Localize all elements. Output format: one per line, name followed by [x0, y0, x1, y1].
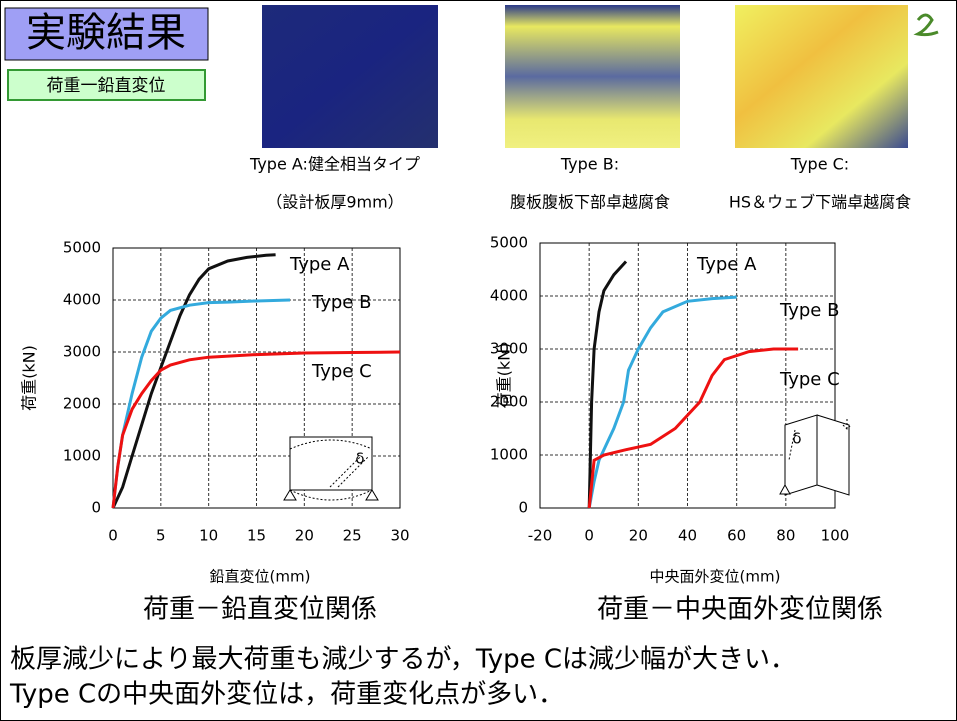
image-a	[262, 5, 438, 148]
image-caption: （設計板厚9mm）	[266, 193, 403, 212]
y-tick-label: 5000	[63, 239, 101, 257]
conclusion-line: Type Cの中央面外変位は，荷重変化点が多い．	[9, 680, 564, 710]
x-tick-label: 25	[343, 527, 362, 545]
x-axis-label: 鉛直変位(mm)	[210, 568, 311, 586]
y-tick-label: 1000	[490, 446, 528, 464]
image-caption: Type A:健全相当タイプ	[249, 155, 420, 174]
slide: 実験結果 荷重一鉛直変位 Type A:健全相当タイプ （設計板厚9mm） Type…	[0, 0, 957, 721]
y-axis-label: 荷重(kN)	[495, 343, 514, 409]
y-axis-label: 荷重(kN)	[20, 345, 39, 411]
conclusion-line: 板厚減少により最大荷重も減少するが，Type Cは減少幅が大きい．	[10, 645, 796, 675]
subtitle: 荷重一鉛直変位	[47, 76, 166, 96]
y-tick-label: 3000	[63, 343, 101, 361]
y-tick-label: 0	[518, 499, 528, 517]
inset-label: δ	[792, 430, 801, 448]
x-tick-label: 100	[821, 527, 850, 545]
x-tick-label: 40	[678, 527, 697, 545]
x-tick-label: -20	[528, 527, 553, 545]
y-tick-label: 4000	[490, 287, 528, 305]
series-label: Type C	[311, 361, 372, 382]
series-label: Type C	[779, 369, 840, 390]
image-caption: 腹板腹板下部卓越腐食	[510, 193, 670, 212]
inset-label: δ	[355, 450, 364, 468]
page: 実験結果 荷重一鉛直変位 Type A:健全相当タイプ （設計板厚9mm） Type…	[0, 0, 957, 721]
x-tick-label: 30	[390, 527, 409, 545]
chart-caption: 荷重－鉛直変位関係	[143, 595, 377, 625]
y-tick-label: 4000	[63, 291, 101, 309]
series-label: Type A	[696, 254, 757, 275]
inset-shape	[785, 415, 849, 495]
series-label: Type B	[779, 300, 839, 321]
x-tick-label: 5	[156, 527, 166, 545]
image-caption: Type B:	[560, 155, 619, 174]
y-tick-label: 5000	[490, 234, 528, 252]
x-tick-label: 0	[108, 527, 118, 545]
series-label: Type B	[311, 292, 371, 313]
x-tick-label: 0	[584, 527, 594, 545]
x-tick-label: 20	[629, 527, 648, 545]
image-caption: HS＆ウェブ下端卓越腐食	[729, 193, 911, 212]
x-axis-label: 中央面外変位(mm)	[650, 568, 781, 586]
image-c	[735, 5, 908, 148]
image-b	[505, 5, 680, 148]
x-tick-label: 10	[199, 527, 218, 545]
y-tick-label: 2000	[63, 395, 101, 413]
series-label: Type A	[289, 254, 350, 275]
chart-caption: 荷重－中央面外変位関係	[597, 595, 883, 625]
x-tick-label: 60	[727, 527, 746, 545]
x-tick-label: 15	[247, 527, 266, 545]
y-tick-label: 0	[91, 499, 101, 517]
title: 実験結果	[26, 10, 186, 56]
x-tick-label: 20	[295, 527, 314, 545]
x-tick-label: 80	[776, 527, 795, 545]
y-tick-label: 1000	[63, 447, 101, 465]
image-caption: Type C:	[790, 155, 849, 174]
